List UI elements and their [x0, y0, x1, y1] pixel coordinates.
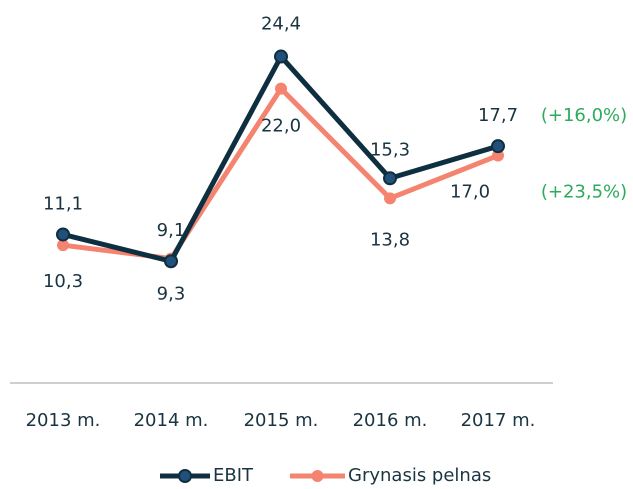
marker: [275, 82, 287, 95]
legend-label: Grynasis pelnas: [348, 465, 491, 486]
data-label: 22,0: [261, 116, 301, 137]
data-label: 17,0: [450, 182, 490, 203]
x-tick-label: 2013 m.: [26, 410, 101, 431]
annotation: (+23,5%): [541, 182, 627, 203]
marker: [274, 49, 288, 64]
legend-label: EBIT: [213, 465, 254, 486]
legend-marker: [311, 470, 324, 482]
legend-marker: [178, 469, 192, 483]
data-label: 13,8: [370, 229, 410, 250]
marker: [383, 171, 397, 186]
x-tick-label: 2016 m.: [353, 410, 428, 431]
marker: [164, 254, 178, 269]
x-tick-label: 2015 m.: [244, 410, 319, 431]
marker: [491, 139, 505, 154]
data-label: 15,3: [370, 139, 410, 160]
data-label: 9,1: [157, 220, 186, 241]
annotation: (+16,0%): [541, 105, 627, 126]
x-tick-label: 2014 m.: [134, 410, 209, 431]
data-label: 11,1: [43, 193, 83, 214]
series-line: [62, 86, 499, 262]
data-label: 17,7: [478, 105, 518, 126]
marker: [384, 192, 396, 205]
marker: [57, 239, 69, 252]
marker: [56, 227, 70, 242]
x-tick-label: 2017 m.: [461, 410, 536, 431]
data-label: 9,3: [157, 284, 186, 305]
data-label: 10,3: [43, 271, 83, 292]
data-label: 24,4: [261, 14, 301, 35]
marker: [492, 149, 504, 162]
